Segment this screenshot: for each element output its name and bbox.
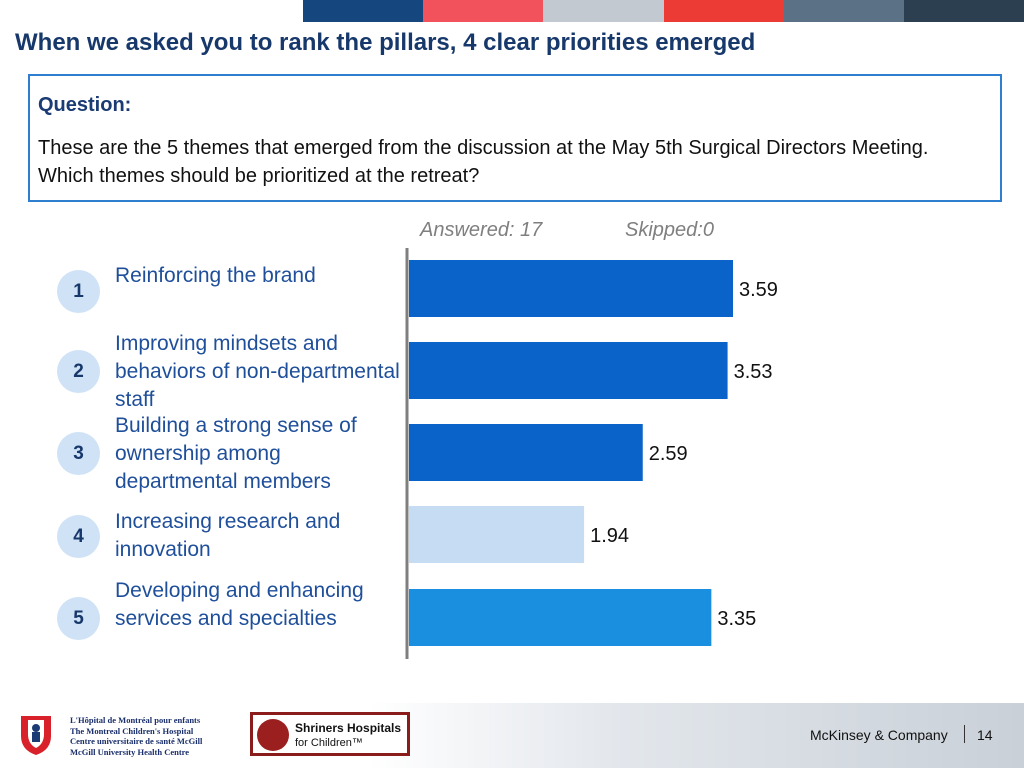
question-text: These are the 5 themes that emerged from… xyxy=(38,137,929,187)
skipped-count: Skipped:0 xyxy=(625,219,714,241)
bar-value-label-4: 1.94 xyxy=(590,525,629,547)
bar-4 xyxy=(409,506,585,563)
rank-badge-4: 4 xyxy=(57,515,100,558)
hospital-line-2: The Montreal Children's Hospital xyxy=(70,725,194,736)
stripe-1 xyxy=(303,0,424,22)
shriners-subtitle: for Children™ xyxy=(295,737,363,749)
hospital-line-3: Centre universitaire de santé McGill xyxy=(70,736,203,746)
hospital-line-4: McGill University Health Centre xyxy=(70,746,190,757)
stripe-3 xyxy=(543,0,664,22)
rank-badge-3: 3 xyxy=(57,432,100,475)
stripe-4 xyxy=(663,0,784,22)
footer-divider xyxy=(964,725,965,743)
hospital-line-1: L'Hôpital de Montréal pour enfants xyxy=(70,715,201,725)
bar-value-label-3: 2.59 xyxy=(649,443,688,465)
theme-label-1: Reinforcing the brand xyxy=(115,264,316,287)
hospital-name-text: L'Hôpital de Montréal pour enfants The M… xyxy=(70,715,202,757)
company-name: McKinsey & Company xyxy=(810,727,948,743)
shriners-name: Shriners Hospitals xyxy=(295,721,402,735)
slide-title: When we asked you to rank the pillars, 4… xyxy=(15,29,756,56)
theme-label-4: Increasing research and innovation xyxy=(115,510,341,561)
rank-badge-5: 5 xyxy=(57,597,100,640)
bar-value-label-2: 3.53 xyxy=(734,361,773,383)
stripe-6 xyxy=(903,0,1024,22)
top-color-stripes xyxy=(303,0,1024,22)
shriners-emblem-icon xyxy=(257,719,289,751)
theme-label-2: Improving mindsets and behaviors of non-… xyxy=(115,332,400,411)
footer-band xyxy=(0,703,1024,768)
question-box: Question: These are the 5 themes that em… xyxy=(28,74,1002,202)
bar-1 xyxy=(409,260,733,317)
rank-badge-2: 2 xyxy=(57,350,100,393)
shriners-logo: Shriners Hospitals for Children™ xyxy=(250,712,410,756)
question-label: Question: xyxy=(38,94,132,116)
stripe-2 xyxy=(423,0,544,22)
theme-label-3: Building a strong sense of ownership amo… xyxy=(115,414,357,493)
page-number: 14 xyxy=(977,727,993,743)
montreal-childrens-logo-icon xyxy=(21,716,51,755)
bar-5 xyxy=(409,589,712,646)
bar-value-label-5: 3.35 xyxy=(717,608,756,630)
bar-value-label-1: 3.59 xyxy=(739,279,778,301)
bar-chart: 3.59 3.53 2.59 1.94 3.35 xyxy=(405,248,778,659)
rank-badge-1: 1 xyxy=(57,270,100,313)
stripe-5 xyxy=(783,0,904,22)
bar-2 xyxy=(409,342,728,399)
answered-count: Answered: 17 xyxy=(420,219,543,241)
theme-label-5: Developing and enhancing services and sp… xyxy=(115,579,364,630)
bar-3 xyxy=(409,424,643,481)
